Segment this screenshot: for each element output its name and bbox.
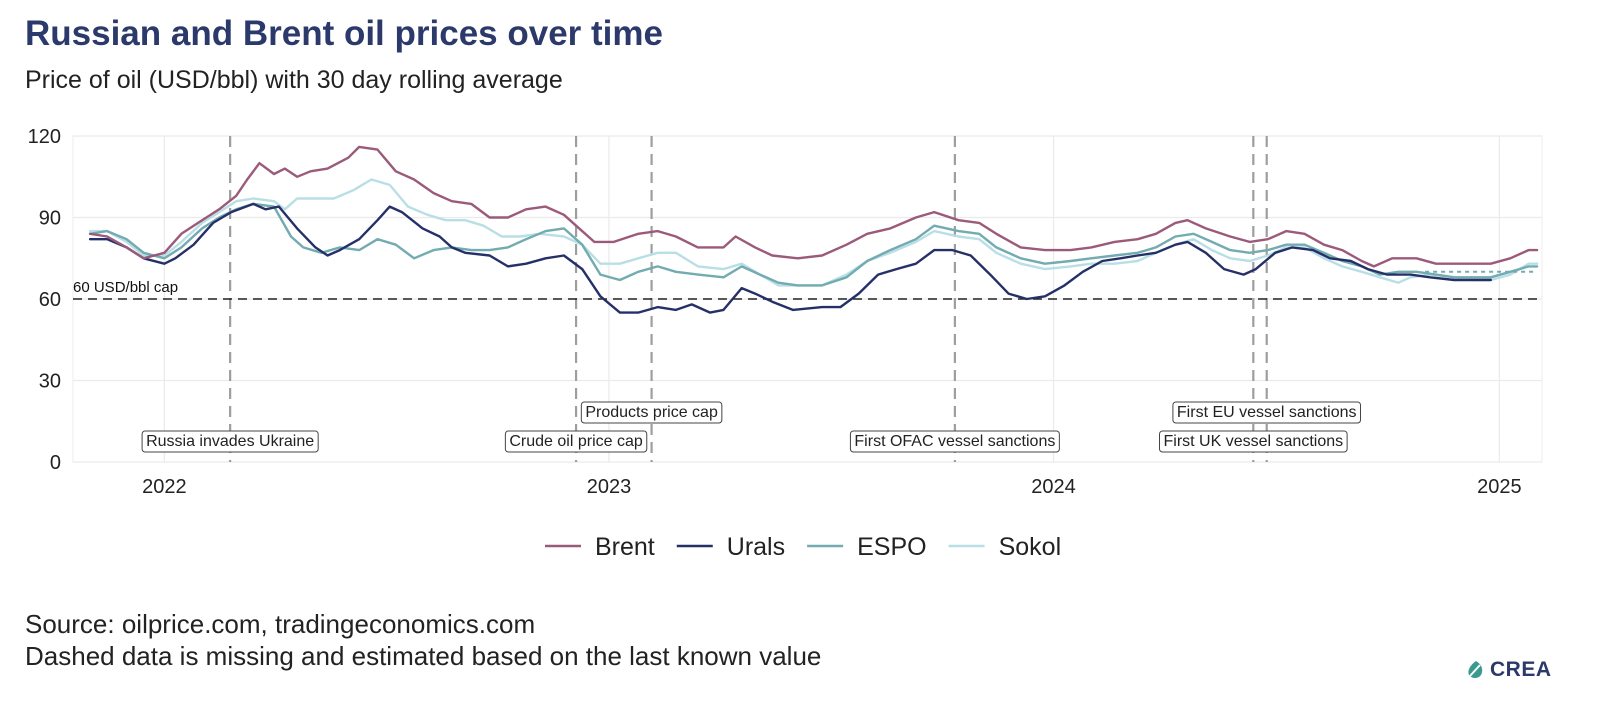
crea-logo-text: CREA <box>1490 658 1552 681</box>
crea-leaf-icon <box>1468 661 1483 678</box>
chart-title: Russian and Brent oil prices over time <box>25 14 663 53</box>
legend-item-sokol: Sokol <box>948 533 1062 561</box>
x-tick-label: 2024 <box>1031 476 1076 498</box>
event-label-box <box>504 430 648 453</box>
x-tick-label: 2025 <box>1477 476 1522 498</box>
event-label: First OFAC vessel sanctions <box>854 433 1055 450</box>
legend-label: Brent <box>595 533 655 561</box>
y-tick-label: 120 <box>28 126 61 148</box>
legend: Brent Urals ESPO Sokol <box>545 533 1061 561</box>
event-label-box <box>580 401 723 424</box>
event-annotation: First UK vessel sanctions <box>1159 430 1348 453</box>
event-annotation: Products price cap <box>580 401 723 424</box>
event-label: Products price cap <box>585 404 718 421</box>
series-line-brent <box>88 145 1539 268</box>
series-line-sokol <box>88 178 1539 287</box>
event-label-box <box>1172 401 1362 424</box>
legend-label: ESPO <box>857 533 926 561</box>
event-label: First UK vessel sanctions <box>1164 433 1344 450</box>
series-line-urals <box>88 202 1492 314</box>
y-tick-label: 0 <box>50 452 61 474</box>
crea-logo: CREA <box>1466 658 1552 682</box>
dashed-data-note: Dashed data is missing and estimated bas… <box>25 641 822 671</box>
source-note: Source: oilprice.com, tradingeconomics.c… <box>25 609 536 639</box>
event-label-box <box>1159 430 1348 453</box>
legend-item-urals: Urals <box>676 533 785 561</box>
event-label-box <box>849 430 1060 453</box>
event-annotation: First OFAC vessel sanctions <box>849 430 1060 453</box>
x-tick-label: 2022 <box>142 476 187 498</box>
event-label: Crude oil price cap <box>509 433 643 450</box>
x-tick-label: 2023 <box>587 476 632 498</box>
event-label: First EU vessel sanctions <box>1177 404 1357 421</box>
series-line-espo <box>88 202 1539 287</box>
event-annotation: Crude oil price cap <box>504 430 648 453</box>
y-tick-label: 90 <box>39 208 61 230</box>
legend-label: Urals <box>727 533 785 561</box>
event-annotation: Russia invades Ukraine <box>141 430 319 453</box>
event-label: Russia invades Ukraine <box>146 433 314 450</box>
event-annotation: First EU vessel sanctions <box>1172 401 1362 424</box>
legend-item-brent: Brent <box>545 533 655 561</box>
y-tick-label: 60 <box>39 289 61 311</box>
legend-label: Sokol <box>999 533 1062 561</box>
legend-item-espo: ESPO <box>807 533 927 561</box>
event-label-box <box>141 430 319 453</box>
price-cap-label: 60 USD/bbl cap <box>73 279 178 296</box>
y-tick-label: 30 <box>39 371 61 393</box>
chart-subtitle: Price of oil (USD/bbl) with 30 day rolli… <box>25 66 563 94</box>
